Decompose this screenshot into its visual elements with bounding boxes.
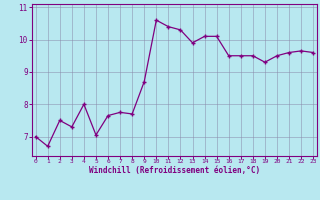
X-axis label: Windchill (Refroidissement éolien,°C): Windchill (Refroidissement éolien,°C) [89,166,260,175]
